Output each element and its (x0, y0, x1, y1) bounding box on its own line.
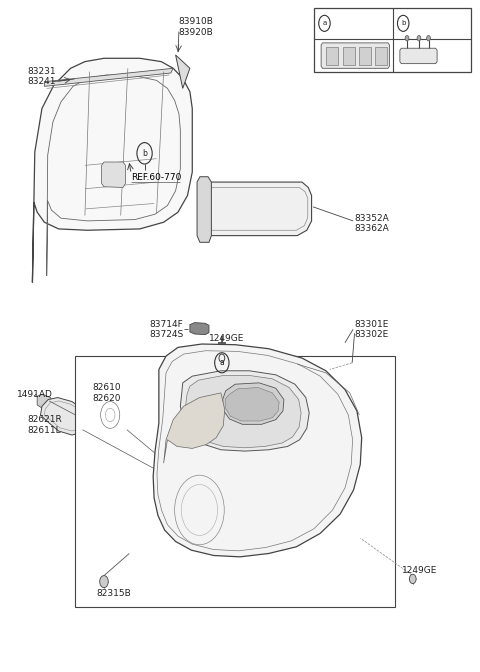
FancyBboxPatch shape (75, 356, 395, 607)
Polygon shape (190, 323, 209, 335)
Text: a: a (323, 20, 326, 26)
Polygon shape (360, 47, 371, 65)
Text: 1249GE: 1249GE (209, 333, 244, 343)
Text: 83910B
83920B: 83910B 83920B (178, 17, 213, 36)
Polygon shape (326, 47, 338, 65)
Circle shape (409, 575, 416, 583)
Polygon shape (37, 394, 53, 410)
Text: 93580A: 93580A (332, 19, 367, 28)
Polygon shape (197, 177, 211, 243)
Text: 82610
82620: 82610 82620 (92, 383, 120, 403)
Text: 82621R
82611L: 82621R 82611L (28, 415, 62, 435)
Polygon shape (164, 393, 225, 463)
Text: b: b (142, 149, 147, 158)
Polygon shape (199, 182, 312, 236)
Polygon shape (176, 55, 190, 89)
Circle shape (38, 169, 43, 175)
Polygon shape (186, 376, 301, 448)
Polygon shape (223, 383, 284, 424)
Text: H83912: H83912 (411, 19, 446, 28)
Polygon shape (153, 344, 362, 557)
Polygon shape (40, 398, 86, 435)
Text: a: a (219, 358, 224, 368)
Polygon shape (343, 47, 355, 65)
Polygon shape (88, 396, 129, 436)
Text: 83231
83241: 83231 83241 (28, 67, 56, 86)
Polygon shape (44, 69, 173, 87)
Circle shape (417, 36, 421, 41)
Text: 83352A
83362A: 83352A 83362A (355, 214, 389, 233)
Polygon shape (321, 43, 389, 69)
Polygon shape (33, 58, 192, 282)
Text: b: b (401, 20, 406, 26)
Text: 83301E
83302E: 83301E 83302E (355, 320, 389, 339)
Polygon shape (102, 162, 125, 187)
Text: 82315B: 82315B (97, 589, 132, 598)
Text: 83714F
83724S: 83714F 83724S (149, 320, 183, 339)
Text: 1491AD: 1491AD (17, 390, 53, 398)
Polygon shape (375, 47, 387, 65)
Polygon shape (180, 371, 309, 451)
Circle shape (427, 36, 431, 41)
Polygon shape (225, 388, 279, 421)
Polygon shape (400, 48, 437, 64)
Circle shape (38, 180, 43, 187)
Circle shape (38, 157, 43, 164)
Circle shape (38, 206, 43, 212)
Circle shape (100, 576, 108, 587)
Text: 1249GE: 1249GE (402, 566, 438, 575)
Circle shape (405, 36, 409, 41)
FancyBboxPatch shape (314, 8, 471, 72)
Circle shape (38, 192, 43, 199)
Text: REF.60-770: REF.60-770 (131, 173, 181, 182)
